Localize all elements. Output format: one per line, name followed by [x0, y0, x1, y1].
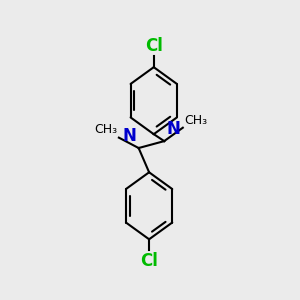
Text: Cl: Cl — [140, 251, 158, 269]
Text: CH₃: CH₃ — [94, 124, 118, 136]
Text: N: N — [166, 120, 180, 138]
Text: CH₃: CH₃ — [184, 114, 207, 127]
Text: N: N — [123, 127, 137, 145]
Text: Cl: Cl — [145, 37, 163, 55]
